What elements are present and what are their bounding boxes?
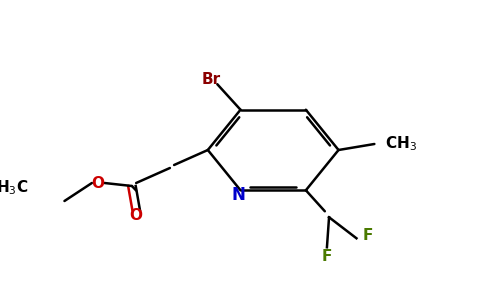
Text: O: O xyxy=(130,208,143,224)
Text: H$_3$C: H$_3$C xyxy=(0,178,29,197)
Text: Br: Br xyxy=(201,72,221,87)
Text: F: F xyxy=(363,228,373,243)
Text: O: O xyxy=(91,176,105,190)
Text: CH$_3$: CH$_3$ xyxy=(385,135,417,153)
Text: F: F xyxy=(322,249,332,264)
Text: N: N xyxy=(231,186,245,204)
